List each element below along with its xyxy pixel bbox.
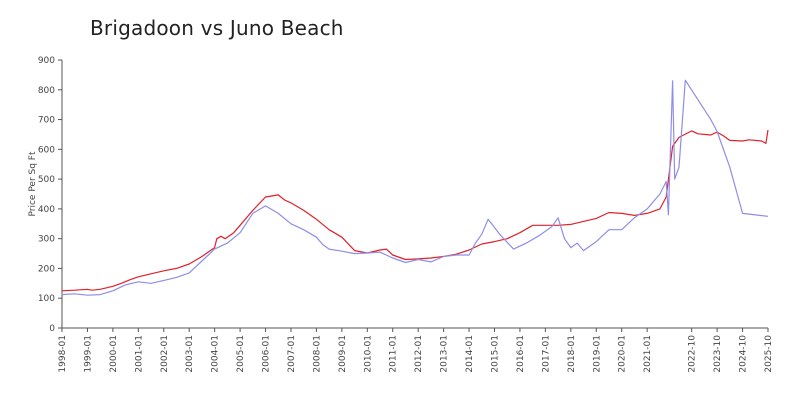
x-tick-label: 2007-01	[287, 335, 297, 373]
x-tick-label: 2003-01	[185, 335, 195, 373]
y-tick-label: 300	[38, 235, 55, 245]
x-tick-label: 2013-01	[440, 335, 450, 373]
x-tick-label: 2016-01	[516, 335, 526, 373]
x-tick-label: 2018-01	[567, 335, 577, 373]
x-tick-label: 2020-01	[618, 335, 628, 373]
x-tick-label: 2000-01	[109, 335, 119, 373]
x-tick-label: 2015-01	[491, 335, 501, 373]
x-axis: 1998-01 1999-01 2000-01 2001-01 2002-01 2003-…	[58, 327, 774, 373]
y-tick-label: 400	[38, 205, 55, 215]
y-tick-label: 200	[38, 264, 55, 274]
x-tick-label: 2024-10	[739, 335, 749, 373]
x-tick-label: 2004-01	[211, 335, 221, 373]
x-tick-label: 2025-10	[764, 335, 774, 373]
x-tick-label: 2014-01	[465, 335, 475, 373]
x-tick-label: 2022-10	[688, 335, 698, 373]
x-tick-label: 1999-01	[83, 335, 93, 373]
y-axis: 0 100 200 300 400 500 600 700 800 900	[38, 56, 63, 334]
y-axis-label: Price Per Sq Ft	[28, 151, 38, 216]
x-tick-label: 2011-01	[389, 335, 399, 373]
y-tick-label: 600	[38, 145, 55, 155]
x-tick-label: 1998-01	[58, 335, 68, 373]
y-tick-label: 900	[38, 56, 55, 66]
x-tick-label: 2008-01	[312, 335, 322, 373]
x-tick-label: 2012-01	[414, 335, 424, 373]
x-tick-label: 2023-10	[713, 335, 723, 373]
x-tick-label: 2010-01	[363, 335, 373, 373]
y-tick-label: 500	[38, 175, 55, 185]
y-tick-label: 100	[38, 294, 55, 304]
x-tick-label: 2005-01	[236, 335, 246, 373]
x-tick-label: 2001-01	[134, 335, 144, 373]
y-tick-label: 700	[38, 116, 55, 126]
series-line-1	[61, 129, 769, 292]
y-tick-label: 0	[49, 324, 55, 334]
x-tick-label: 2019-01	[592, 335, 602, 373]
x-tick-label: 2021-01	[643, 335, 653, 373]
x-tick-label: 2006-01	[262, 335, 272, 373]
x-tick-label: 2017-01	[541, 335, 551, 373]
y-tick-label: 800	[38, 86, 55, 96]
x-tick-label: 2002-01	[160, 335, 170, 373]
series-layer	[61, 79, 769, 296]
x-tick-label: 2009-01	[338, 335, 348, 373]
chart-title: Brigadoon vs Juno Beach	[90, 16, 344, 40]
series-line-2	[61, 79, 769, 296]
